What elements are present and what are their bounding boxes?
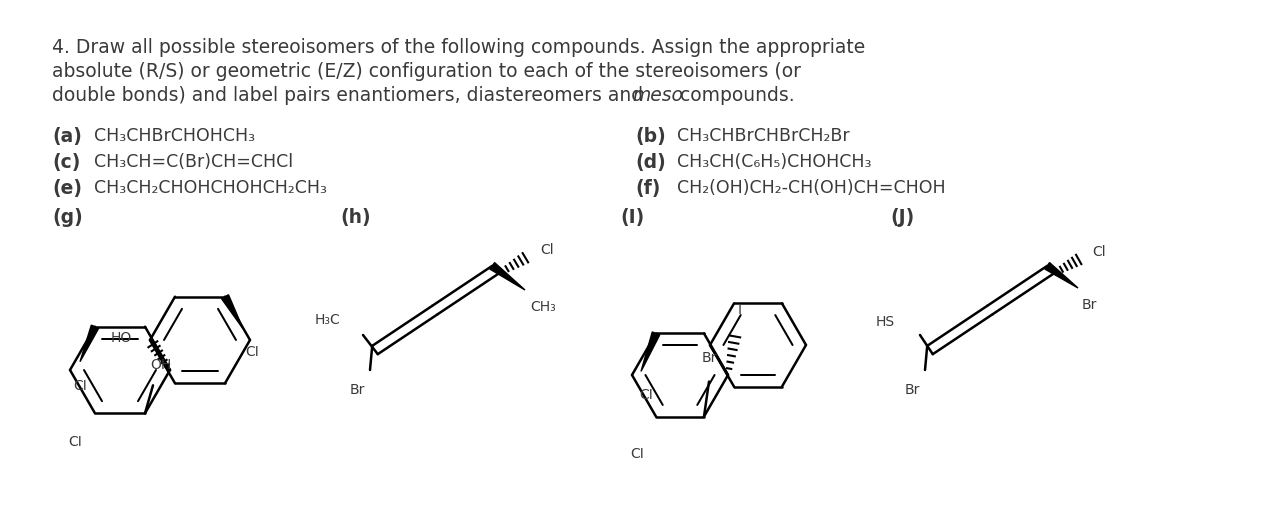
Text: H₃C: H₃C [315,313,340,327]
Text: compounds.: compounds. [674,86,795,105]
Text: CH₃CHBrCHOHCH₃: CH₃CHBrCHOHCH₃ [94,127,256,145]
Text: Br: Br [905,383,921,397]
Text: (J): (J) [890,208,914,227]
Polygon shape [641,332,660,372]
Text: OH: OH [150,358,171,373]
Text: CI: CI [245,345,259,359]
Text: 4. Draw all possible stereoisomers of the following compounds. Assign the approp: 4. Draw all possible stereoisomers of th… [51,38,865,57]
Text: (b): (b) [636,127,665,146]
Text: Cl: Cl [1091,245,1106,259]
Polygon shape [490,263,525,290]
Text: HS: HS [876,315,895,329]
Text: (g): (g) [51,208,82,227]
Text: (e): (e) [51,179,82,198]
Polygon shape [80,325,99,362]
Text: absolute (R/S) or geometric (E/Z) configuration to each of the stereoisomers (or: absolute (R/S) or geometric (E/Z) config… [51,62,801,81]
Text: (f): (f) [636,179,660,198]
Text: CI: CI [639,389,652,402]
Polygon shape [1045,263,1079,288]
Text: double bonds) and label pairs enantiomers, diastereomers and: double bonds) and label pairs enantiomer… [51,86,650,105]
Text: CH₂(OH)CH₂-CH(OH)CH=CHOH: CH₂(OH)CH₂-CH(OH)CH=CHOH [677,179,945,197]
Text: CH₃CH(C₆H₅)CHOHCH₃: CH₃CH(C₆H₅)CHOHCH₃ [677,153,872,171]
Text: meso: meso [632,86,683,105]
Text: CH₃: CH₃ [530,300,556,314]
Text: (c): (c) [51,153,81,172]
Text: CI: CI [73,379,87,393]
Text: (h): (h) [340,208,371,227]
Text: CH₃CHBrCHBrCH₂Br: CH₃CHBrCHBrCH₂Br [677,127,850,145]
Text: (I): (I) [620,208,645,227]
Text: I: I [738,303,742,317]
Text: HO: HO [110,331,132,345]
Text: CH₃CH=C(Br)CH=CHCl: CH₃CH=C(Br)CH=CHCl [94,153,293,171]
Text: CI: CI [68,435,82,449]
Text: (a): (a) [51,127,82,146]
Text: Cl: Cl [541,243,553,257]
Text: Br: Br [1082,298,1098,312]
Text: CI: CI [630,447,643,461]
Text: CH₃CH₂CHOHCHOHCH₂CH₃: CH₃CH₂CHOHCHOHCH₂CH₃ [94,179,327,197]
Text: (d): (d) [636,153,665,172]
Polygon shape [222,295,243,329]
Text: Br: Br [701,350,716,365]
Text: Br: Br [349,383,365,397]
